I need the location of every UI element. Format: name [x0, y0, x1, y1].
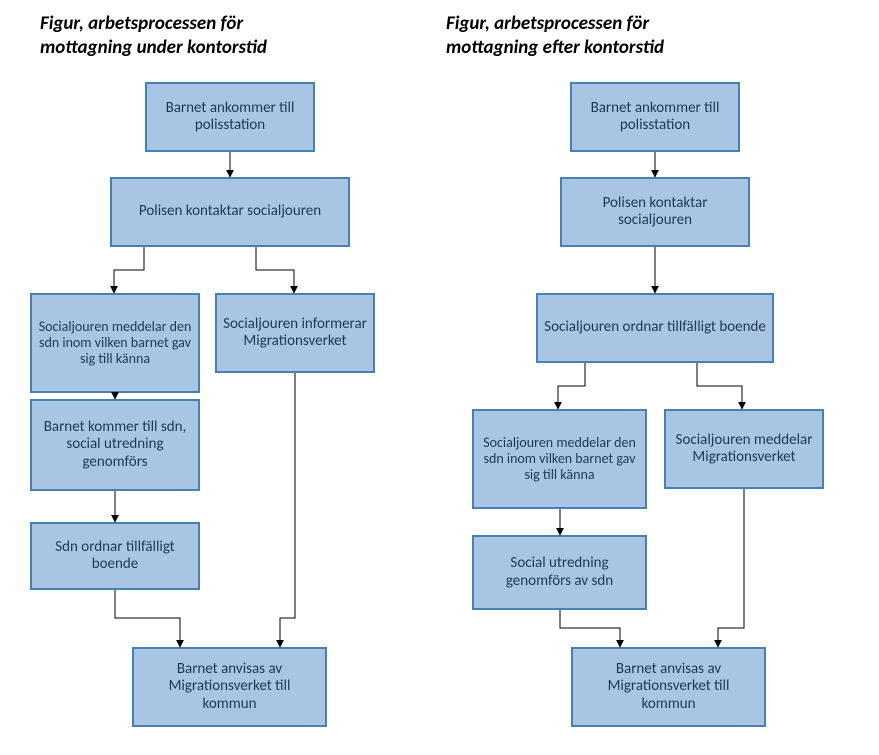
node-L3a: Socialjouren meddelar den sdn inom vilke…	[30, 293, 200, 393]
node-L4: Barnet kommer till sdn, social utredning…	[30, 399, 200, 491]
node-R4a: Socialjouren meddelar den sdn inom vilke…	[472, 409, 647, 509]
node-R1: Barnet ankommer till polisstation	[570, 82, 740, 152]
node-L3b: Socialjouren informerar Migrationsverket	[215, 293, 375, 373]
diagram-canvas: Figur, arbetsprocessen för mottagning un…	[0, 0, 879, 755]
node-R6: Barnet anvisas av Migrationsverket till …	[571, 647, 766, 727]
node-L5: Sdn ordnar tillfälligt boende	[30, 522, 200, 590]
node-L2: Polisen kontaktar socialjouren	[110, 177, 350, 247]
node-R5: Social utredning genomförs av sdn	[472, 535, 647, 610]
node-R4b: Socialjouren meddelar Migrationsverket	[664, 409, 824, 489]
node-L6: Barnet anvisas av Migrationsverket till …	[132, 647, 327, 727]
title-right: Figur, arbetsprocessen för mottagning ef…	[446, 12, 786, 60]
title-left: Figur, arbetsprocessen för mottagning un…	[40, 12, 380, 60]
node-R3: Socialjouren ordnar tillfälligt boende	[536, 293, 774, 363]
node-L1: Barnet ankommer till polisstation	[145, 82, 315, 152]
node-R2: Polisen kontaktar socialjouren	[560, 177, 750, 247]
